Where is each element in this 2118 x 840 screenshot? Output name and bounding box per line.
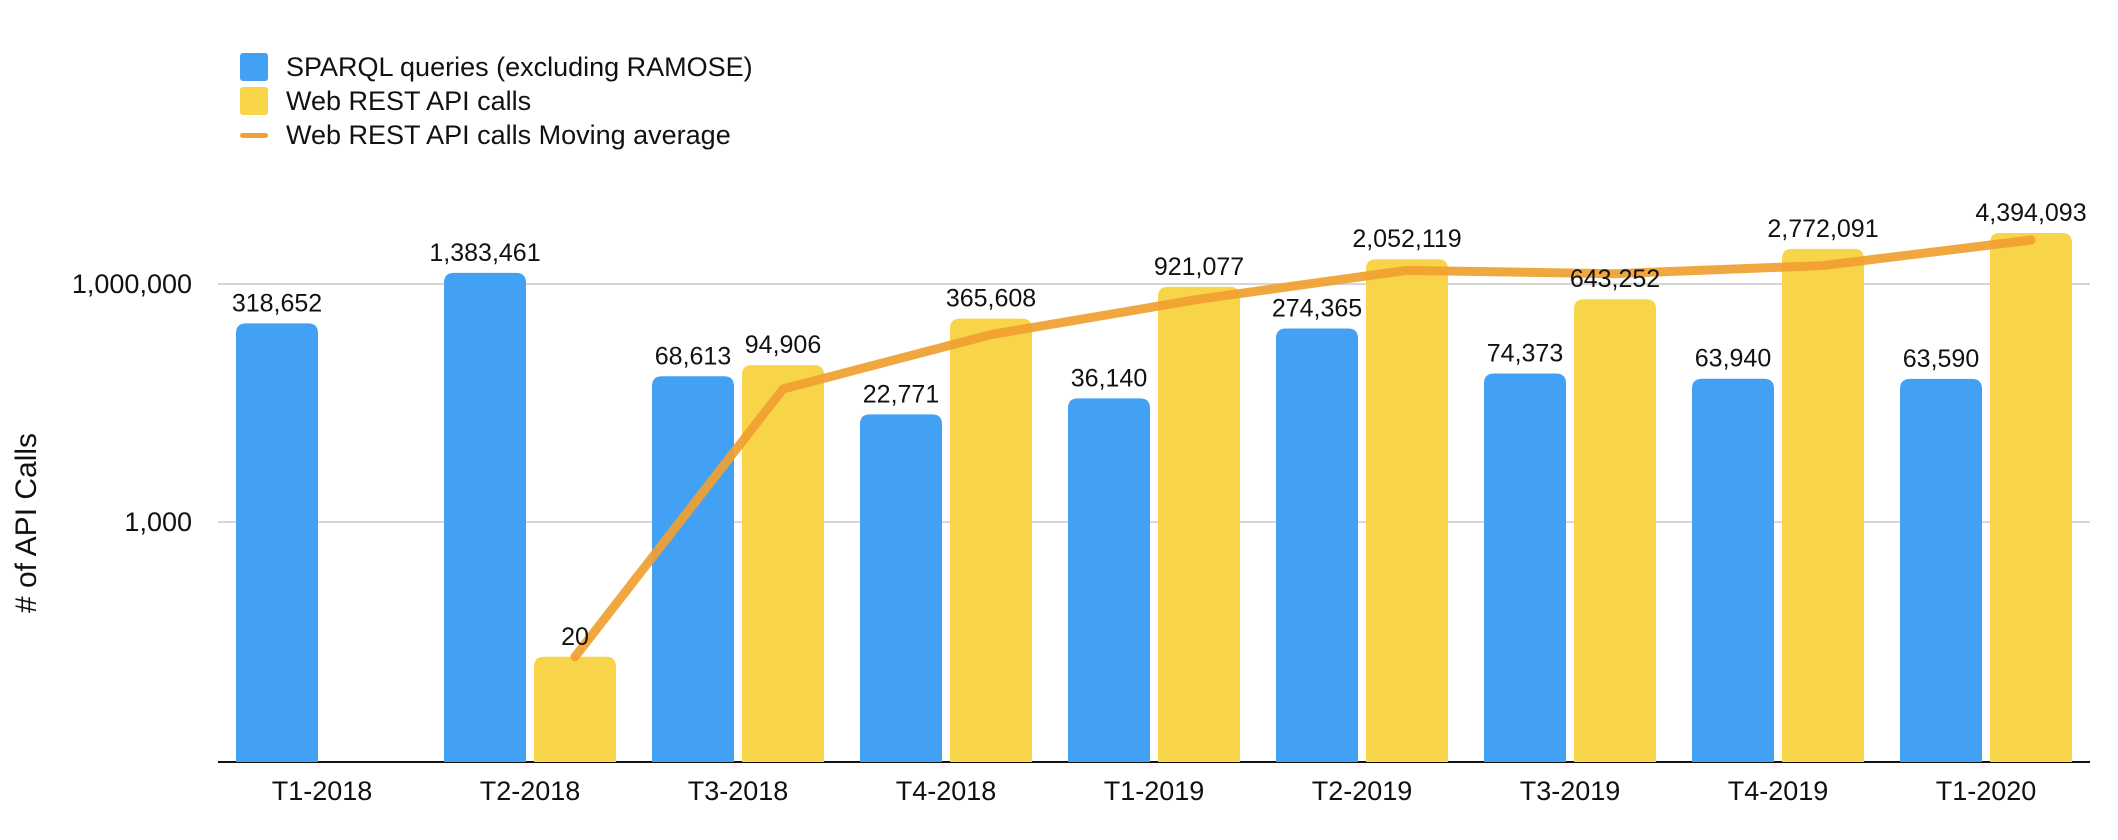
data-label-sparql: 318,652 [232, 289, 322, 317]
legend-item-moving-average[interactable]: Web REST API calls Moving average [240, 118, 753, 152]
bar-sparql [860, 414, 942, 762]
data-label-rest: 94,906 [745, 331, 821, 359]
x-tick-label: T4-2019 [1728, 776, 1829, 806]
x-tick-label: T1-2018 [272, 776, 373, 806]
bar-rest [1158, 286, 1240, 762]
moving-average-line [570, 235, 2036, 662]
legend-swatch-moving-average [240, 132, 268, 138]
x-tick-label: T2-2019 [1312, 776, 1413, 806]
x-tick-label: T4-2018 [896, 776, 997, 806]
x-tick-label: T2-2018 [480, 776, 581, 806]
data-label-sparql: 1,383,461 [429, 239, 540, 267]
legend-label-moving-average: Web REST API calls Moving average [286, 119, 731, 150]
moving-average-point [2030, 239, 2032, 242]
data-label-sparql: 63,940 [1695, 345, 1771, 373]
y-tick-label: 1,000 [124, 507, 192, 537]
bar-rest [742, 365, 824, 762]
bar-sparql [236, 323, 318, 762]
moving-average-point [1614, 272, 1616, 275]
data-label-sparql: 68,613 [655, 342, 731, 370]
bar-sparql [1068, 398, 1150, 762]
y-axis-title: # of API Calls [10, 433, 43, 613]
data-label-sparql: 22,771 [863, 380, 939, 408]
data-label-sparql: 274,365 [1272, 295, 1362, 323]
data-label-rest: 2,052,119 [1352, 225, 1461, 253]
legend-item-sparql[interactable]: SPARQL queries (excluding RAMOSE) [240, 50, 753, 84]
bar-rest [1782, 248, 1864, 762]
bar-sparql [444, 272, 526, 762]
bar-rest [1366, 259, 1448, 762]
data-label-rest: 2,772,091 [1767, 215, 1878, 243]
data-label-rest: 921,077 [1154, 253, 1244, 281]
legend: SPARQL queries (excluding RAMOSE) Web RE… [240, 50, 753, 152]
legend-label-sparql: SPARQL queries (excluding RAMOSE) [286, 51, 753, 82]
bar-sparql [1692, 378, 1774, 762]
data-label-rest: 20 [561, 623, 589, 651]
data-label-sparql: 74,373 [1487, 340, 1563, 368]
moving-average-point [1822, 264, 1824, 267]
legend-swatch-rest [240, 87, 268, 115]
data-label-rest: 4,394,093 [1975, 199, 2086, 227]
bar-rest [950, 318, 1032, 762]
data-label-rest: 365,608 [946, 285, 1036, 313]
x-tick-label: T3-2019 [1520, 776, 1621, 806]
legend-swatch-sparql [240, 53, 268, 81]
data-label-sparql: 36,140 [1071, 364, 1147, 392]
data-label-sparql: 63,590 [1903, 345, 1979, 373]
bar-rest [534, 656, 616, 762]
bar-sparql [652, 376, 734, 762]
bar-sparql [1276, 328, 1358, 762]
moving-average-point [574, 655, 576, 658]
moving-average-point [1406, 269, 1408, 272]
bar-sparql [1900, 378, 1982, 762]
y-tick-label: 1,000,000 [72, 269, 192, 299]
moving-average-point [1198, 298, 1200, 301]
moving-average-point [782, 388, 784, 391]
x-tick-label: T1-2019 [1104, 776, 1205, 806]
data-label-rest: 643,252 [1570, 265, 1660, 293]
moving-average-point [990, 333, 992, 336]
bar-rest [1574, 299, 1656, 762]
legend-item-rest[interactable]: Web REST API calls [240, 84, 753, 118]
x-tick-label: T1-2020 [1936, 776, 2037, 806]
legend-label-rest: Web REST API calls [286, 85, 532, 116]
bar-rest [1990, 232, 2072, 763]
x-tick-label: T3-2018 [688, 776, 789, 806]
bar-sparql [1484, 373, 1566, 762]
